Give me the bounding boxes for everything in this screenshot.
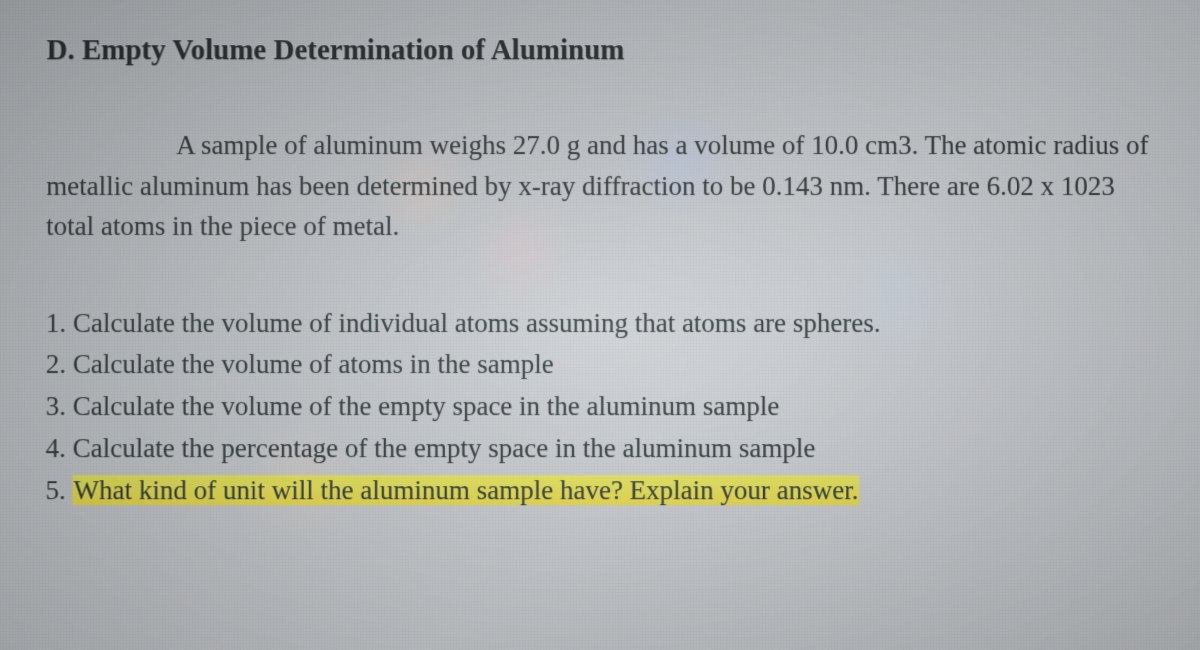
question-number: 2. [46, 349, 73, 379]
question-list: 1. Calculate the volume of individual at… [45, 303, 1162, 512]
document-page: D. Empty Volume Determination of Aluminu… [0, 0, 1200, 552]
question-text: Calculate the volume of individual atoms… [73, 308, 881, 338]
paragraph-text: A sample of aluminum weighs 27.0 g and h… [46, 130, 1148, 241]
question-text: What kind of unit will the aluminum samp… [72, 475, 859, 505]
question-text: Calculate the volume of the empty space … [73, 391, 780, 421]
question-number: 3. [46, 391, 73, 421]
section-heading: D. Empty Volume Determination of Aluminu… [47, 34, 1162, 67]
question-item: 4. Calculate the percentage of the empty… [46, 428, 1163, 470]
question-text: Calculate the volume of atoms in the sam… [73, 349, 554, 379]
problem-paragraph: A sample of aluminum weighs 27.0 g and h… [46, 125, 1162, 246]
question-number: 1. [46, 308, 73, 338]
question-number: 4. [46, 433, 73, 463]
question-item: 3. Calculate the volume of the empty spa… [46, 386, 1163, 428]
question-number: 5. [45, 475, 72, 505]
question-item: 5. What kind of unit will the aluminum s… [45, 470, 1162, 512]
question-item: 1. Calculate the volume of individual at… [46, 303, 1162, 345]
question-text: Calculate the percentage of the empty sp… [73, 433, 816, 463]
question-item: 2. Calculate the volume of atoms in the … [46, 344, 1163, 386]
